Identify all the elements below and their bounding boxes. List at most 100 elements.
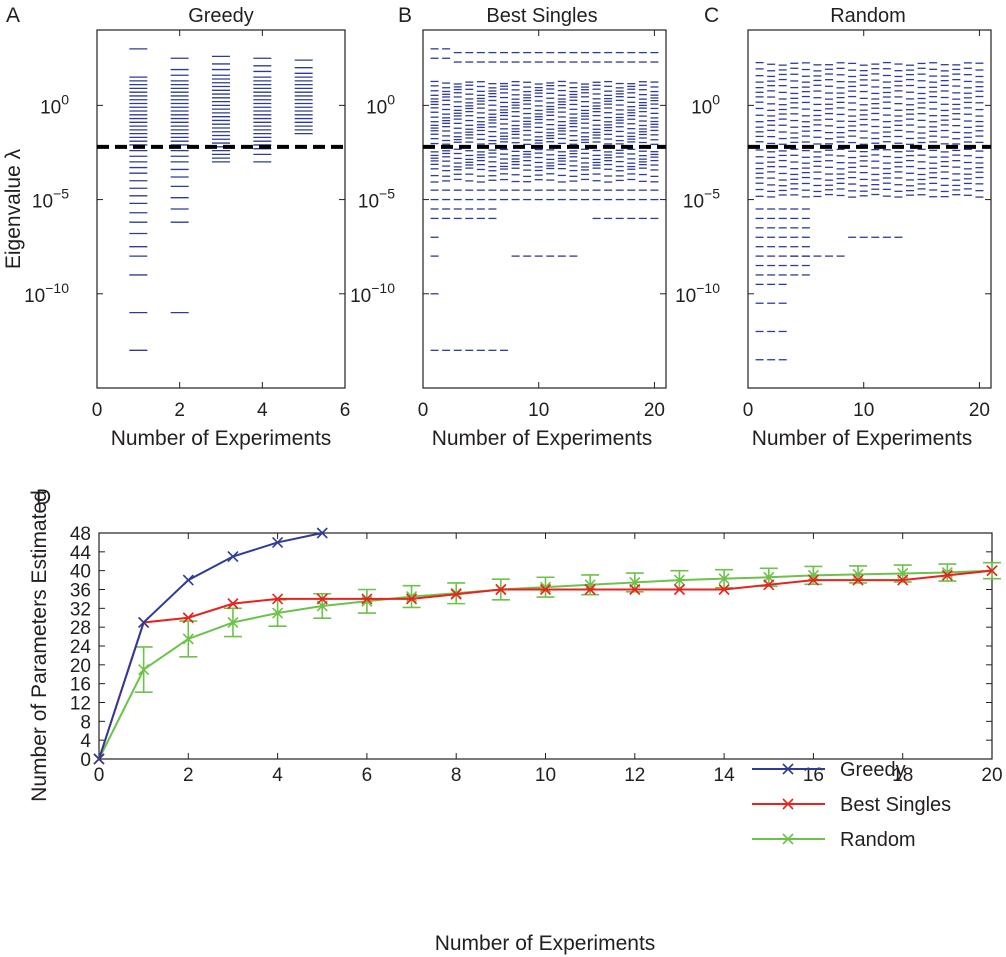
series-random bbox=[93, 561, 1001, 765]
panel-c-y-ticks: 100 10−5 10−10 bbox=[675, 91, 991, 307]
y-tick-label: 28 bbox=[70, 618, 91, 639]
data-point-marker bbox=[897, 574, 909, 586]
data-point-marker bbox=[941, 569, 953, 581]
legend-label: Random bbox=[840, 829, 916, 851]
y-tick-label: 8 bbox=[80, 712, 91, 733]
panel-letter-c: C bbox=[704, 4, 719, 27]
x-tick-label: 6 bbox=[340, 400, 351, 421]
data-point-marker bbox=[272, 536, 284, 548]
legend-label: Best Singles bbox=[840, 794, 951, 816]
data-point-marker bbox=[405, 593, 418, 605]
data-point-marker bbox=[316, 593, 328, 605]
panel-letter-a: A bbox=[6, 4, 20, 27]
y-tick-label: 32 bbox=[70, 599, 91, 620]
y-tick-label: 10−5 bbox=[32, 186, 69, 213]
x-tick-label: 20 bbox=[969, 400, 990, 421]
panel-b-plot: 0 10 20 10 0 10−5 10−10 Number of Experiments bbox=[350, 29, 667, 450]
data-point-marker bbox=[584, 583, 596, 596]
panel-b-title: Best Singles bbox=[486, 5, 597, 27]
x-tick-label: 14 bbox=[714, 765, 736, 786]
y-tick-label: 10−5 bbox=[358, 186, 395, 213]
y-tick-label: 10−10 bbox=[675, 280, 720, 307]
panel-c-frame bbox=[747, 29, 992, 389]
x-tick-label: 0 bbox=[94, 765, 105, 786]
panel-b-y-ticks: 100 10−5 10−10 bbox=[350, 91, 666, 307]
x-tick-label: 0 bbox=[418, 400, 429, 421]
x-tick-label: 10 bbox=[528, 400, 549, 421]
panel-a-x-ticks: 0 2 4 6 bbox=[92, 30, 351, 421]
y-tick-label: 0 bbox=[80, 750, 91, 771]
panel-letter-d: D bbox=[36, 486, 51, 509]
data-point-marker bbox=[986, 565, 998, 577]
data-point-marker bbox=[182, 612, 194, 624]
panel-b-x-ticks: 0 10 20 bbox=[418, 30, 665, 421]
panel-c-title: Random bbox=[830, 5, 906, 27]
series-line bbox=[98, 532, 323, 760]
panel-d-frame bbox=[98, 532, 993, 760]
data-point-marker bbox=[272, 593, 284, 605]
data-point-marker bbox=[539, 583, 552, 596]
x-tick-label: 10 bbox=[853, 400, 874, 421]
x-tick-label: 4 bbox=[272, 765, 283, 786]
data-point-marker bbox=[782, 763, 794, 775]
panel-a-y-ticks: 100 10−5 10−10 bbox=[24, 91, 345, 307]
panel-d-legend: Greedy Best Singles Random bbox=[752, 759, 951, 851]
data-point-marker bbox=[718, 573, 730, 585]
x-tick-label: 8 bbox=[451, 765, 462, 786]
x-tick-label: 20 bbox=[644, 400, 665, 421]
panel-c-eigenvalue-marks bbox=[755, 61, 984, 361]
data-point-marker bbox=[227, 550, 239, 563]
panel-b-x-label: Number of Experiments bbox=[432, 427, 653, 450]
panel-b-frame bbox=[422, 29, 667, 389]
panel-d-series bbox=[93, 527, 1001, 765]
data-point-marker bbox=[718, 583, 730, 596]
y-tick-label: 24 bbox=[70, 637, 92, 658]
data-point-marker bbox=[584, 579, 596, 591]
y-tick-label: 10−10 bbox=[24, 280, 69, 307]
data-point-marker bbox=[673, 574, 686, 586]
panel-a-y-label: Eigenvalue λ bbox=[2, 148, 25, 269]
panel-d-y-label: Number of Parameters Estimated bbox=[28, 490, 51, 802]
y-tick-label: 44 bbox=[70, 543, 92, 564]
y-tick-label: 40 bbox=[70, 562, 91, 583]
data-point-marker bbox=[852, 574, 864, 586]
panel-c-x-ticks: 0 10 20 bbox=[743, 30, 990, 421]
x-tick-label: 2 bbox=[174, 400, 185, 421]
y-tick-label: 20 bbox=[70, 656, 91, 677]
y-tick-label: 10−10 bbox=[350, 280, 395, 307]
y-tick-label: 48 bbox=[70, 524, 91, 545]
panel-d-plot: 0 2 4 6 8 10 12 14 16 18 20 0481216202428323640444… bbox=[28, 490, 1003, 955]
x-tick-label: 16 bbox=[803, 765, 824, 786]
panel-d-x-ticks: 0 2 4 6 8 10 12 14 16 18 20 bbox=[94, 533, 1003, 786]
y-tick-label: 100 bbox=[691, 91, 720, 118]
panel-a-title: Greedy bbox=[188, 5, 254, 27]
y-tick-label: 100 bbox=[40, 91, 69, 118]
x-tick-label: 10 bbox=[535, 765, 556, 786]
data-point-marker bbox=[361, 593, 373, 605]
data-point-marker bbox=[182, 574, 194, 586]
y-tick-label: 12 bbox=[70, 694, 91, 715]
x-tick-label: 18 bbox=[892, 765, 913, 786]
legend-label: Greedy bbox=[840, 759, 906, 781]
data-point-marker bbox=[673, 583, 686, 596]
panel-b-eigenvalue-marks bbox=[430, 48, 659, 351]
panel-c-x-label: Number of Experiments bbox=[752, 427, 973, 450]
data-point-marker bbox=[138, 663, 150, 676]
data-point-marker bbox=[782, 798, 794, 810]
data-point-marker bbox=[93, 753, 105, 765]
y-tick-label: 36 bbox=[70, 581, 91, 602]
x-tick-label: 0 bbox=[92, 400, 103, 421]
panel-a-frame bbox=[96, 29, 346, 389]
data-point-marker bbox=[316, 527, 328, 539]
data-point-marker bbox=[182, 633, 194, 645]
y-tick-label: 16 bbox=[70, 675, 91, 696]
panel-a-x-label: Number of Experiments bbox=[111, 427, 332, 450]
y-tick-label: 10−5 bbox=[683, 186, 720, 213]
y-tick-label: 4 bbox=[80, 731, 91, 752]
data-point-marker bbox=[227, 616, 239, 629]
data-point-marker bbox=[227, 598, 239, 610]
data-point-marker bbox=[782, 833, 794, 845]
